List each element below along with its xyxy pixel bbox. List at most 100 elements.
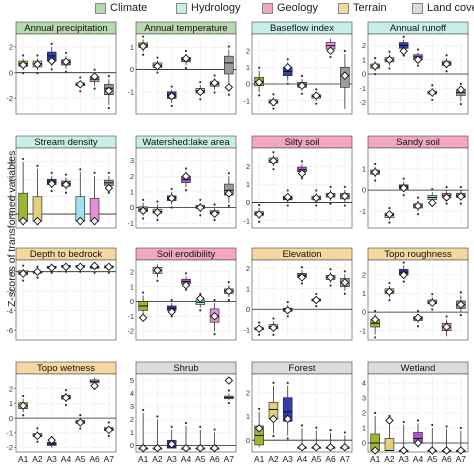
- outlier-point: [156, 56, 159, 59]
- mean-marker: [297, 81, 307, 90]
- outlier-point: [170, 298, 173, 302]
- outlier-point: [272, 168, 275, 171]
- y-tick-label: 0: [130, 441, 134, 450]
- outlier-point: [213, 218, 216, 222]
- x-tick-label: A5: [311, 454, 322, 464]
- outlier-point: [286, 189, 289, 192]
- outlier-point: [416, 64, 420, 67]
- mean-marker: [138, 206, 148, 215]
- mean-marker: [210, 312, 219, 321]
- mean-marker: [61, 57, 71, 66]
- y-tick-label: -4: [6, 306, 13, 315]
- y-tick-label: 1: [246, 63, 250, 72]
- outlier-point: [107, 434, 110, 437]
- outlier-point: [213, 203, 216, 206]
- outlier-point: [445, 202, 448, 205]
- x-tick-label: A3: [47, 454, 58, 464]
- mean-marker: [254, 78, 264, 87]
- outlier-point: [199, 214, 202, 217]
- panel-title: Annual runoff: [390, 23, 447, 34]
- y-tick-label: 1: [130, 188, 134, 197]
- y-tick-label: 2: [9, 384, 13, 393]
- panel-title: Wetland: [401, 363, 436, 374]
- outlier-point: [79, 76, 82, 79]
- mean-marker: [181, 280, 191, 290]
- outlier-point: [156, 415, 159, 418]
- outlier-point: [36, 72, 39, 75]
- y-tick-label: 3: [130, 402, 134, 411]
- y-tick-label: 2: [130, 267, 134, 276]
- y-tick-label: 0: [362, 186, 366, 195]
- outlier-point: [199, 425, 202, 428]
- outlier-point: [64, 270, 68, 273]
- y-tick-label: 2: [246, 46, 250, 55]
- outlier-point: [445, 70, 448, 73]
- outlier-point: [343, 49, 346, 53]
- mean-marker: [399, 270, 408, 280]
- y-tick-label: -1: [359, 84, 366, 93]
- x-tick-label: A5: [195, 454, 206, 464]
- outlier-point: [36, 164, 39, 167]
- outlier-point: [107, 75, 110, 78]
- mean-marker: [210, 209, 219, 219]
- outlier-point: [329, 428, 332, 432]
- x-tick-label: A1: [18, 454, 29, 464]
- outlier-point: [50, 171, 53, 174]
- outlier-point: [184, 288, 188, 291]
- mean-marker: [269, 414, 278, 424]
- x-tick-label: A4: [413, 454, 424, 464]
- panel-silty-soil: Silty soil -1 0 1 2: [243, 135, 353, 229]
- mean-marker: [138, 313, 148, 323]
- outlier-point: [374, 57, 377, 60]
- outlier-point: [388, 221, 391, 224]
- mean-marker: [312, 295, 321, 305]
- outlier-point: [402, 420, 405, 424]
- mean-marker: [456, 446, 466, 455]
- panel-title: Baseflow index: [270, 23, 334, 34]
- y-tick-label: 3: [362, 394, 366, 403]
- outlier-point: [79, 270, 82, 273]
- mean-marker: [297, 169, 307, 178]
- outlier-point: [199, 81, 202, 84]
- outlier-point: [300, 424, 304, 427]
- y-tick-label: 0: [246, 80, 250, 89]
- panel-annual-precipitation: Annual precipitation -2 0 2: [6, 21, 117, 115]
- legend-swatch: [176, 2, 187, 14]
- mean-marker: [399, 46, 408, 56]
- y-tick-label: 2: [9, 175, 13, 184]
- mean-marker: [312, 91, 321, 100]
- outlier-point: [343, 204, 346, 207]
- mean-marker: [196, 294, 205, 303]
- outlier-point: [445, 186, 448, 189]
- mean-marker: [456, 192, 466, 201]
- outlier-point: [258, 94, 261, 97]
- legend-swatch: [262, 2, 273, 14]
- mean-marker: [340, 191, 350, 201]
- outlier-point: [258, 321, 261, 324]
- mean-marker: [413, 313, 423, 322]
- outlier-point: [315, 189, 318, 192]
- x-tick-label: A2: [152, 454, 163, 464]
- x-tick-label: A2: [268, 454, 279, 464]
- mean-marker: [90, 261, 99, 271]
- legend-label: Hydrology: [191, 2, 241, 14]
- y-tick-label: 1: [362, 55, 366, 64]
- outlier-point: [93, 171, 96, 174]
- outlier-point: [79, 90, 82, 93]
- panel-wetland: Wetland 0 1 2 3 4 A1 A2 A3 A4 A5 A6 A7: [362, 361, 469, 464]
- panel-sandy-soil: Sandy soil -1 0 1: [359, 135, 469, 229]
- mean-marker: [33, 267, 42, 276]
- outlier-point: [213, 74, 216, 77]
- mean-marker: [210, 78, 219, 88]
- panel-shrub: Shrub 0 1 2 3 4 5 A1 A2 A3 A4 A5 A6 A7: [130, 361, 237, 464]
- outlier-point: [107, 106, 110, 110]
- outlier-point: [36, 54, 39, 57]
- outlier-point: [50, 271, 53, 274]
- mean-marker: [181, 171, 191, 181]
- mean-marker: [76, 216, 85, 226]
- outlier-point: [416, 213, 420, 216]
- outlier-point: [374, 309, 377, 313]
- outlier-point: [402, 261, 405, 264]
- mean-marker: [104, 183, 114, 193]
- outlier-point: [258, 220, 261, 224]
